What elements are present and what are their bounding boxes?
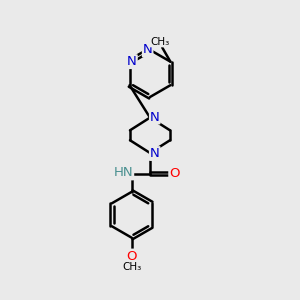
Text: O: O (127, 250, 137, 262)
Text: CH₃: CH₃ (150, 37, 169, 46)
Text: CH₃: CH₃ (122, 262, 141, 272)
Text: HN: HN (114, 167, 133, 179)
Text: N: N (143, 44, 152, 56)
Text: N: N (127, 55, 137, 68)
Text: N: N (150, 110, 160, 124)
Text: O: O (169, 167, 180, 180)
Text: N: N (150, 147, 160, 160)
